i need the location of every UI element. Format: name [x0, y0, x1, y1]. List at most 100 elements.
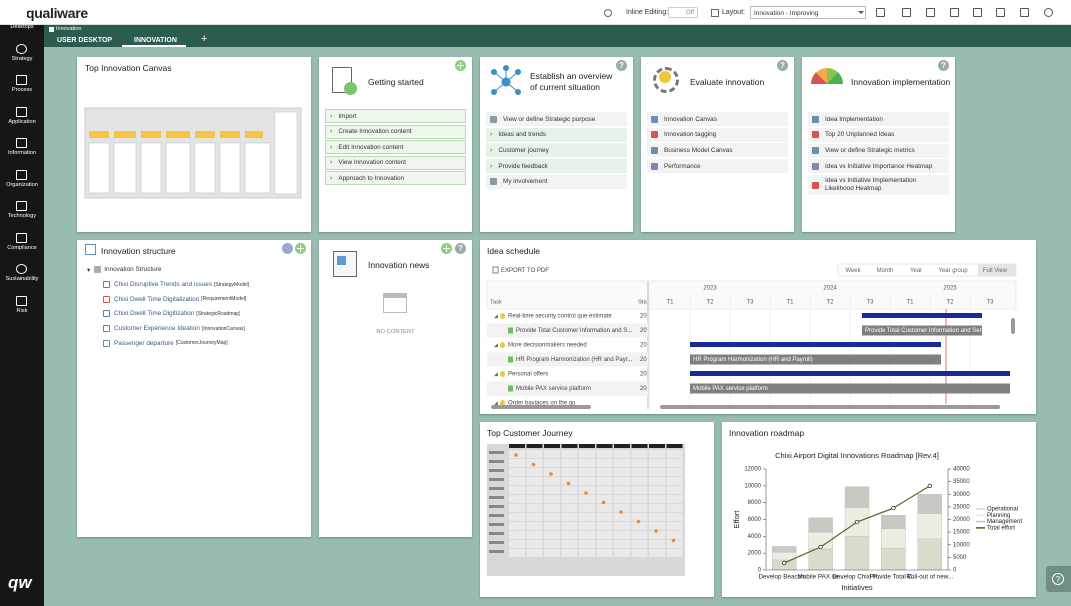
- sidebar-label[interactable]: Compliance: [7, 244, 37, 251]
- add-button[interactable]: [455, 60, 466, 71]
- sidebar-label[interactable]: Sustainability: [5, 276, 39, 282]
- sidebar-label[interactable]: Information: [8, 150, 36, 156]
- sidebar-logo: qw: [8, 573, 32, 592]
- help-button[interactable]: ?: [777, 60, 788, 71]
- link-row[interactable]: Top 20 Unplanned Ideas: [808, 127, 949, 142]
- link-row[interactable]: › Provide feedback: [486, 159, 627, 174]
- add-tab[interactable]: +: [201, 33, 208, 45]
- card-title: Top Innovation Canvas: [85, 63, 172, 73]
- layout-label: Layout:: [722, 9, 745, 16]
- empty-box-icon: [383, 293, 407, 313]
- link-row[interactable]: Idea vs Initiative Importance Heatmap: [808, 159, 949, 174]
- link-label: Edit Innovation content: [338, 143, 404, 151]
- toolbar-icon[interactable]: [902, 8, 911, 17]
- link-row[interactable]: View or define Strategic metrics: [808, 143, 949, 158]
- link-label: Ideas and trends: [498, 131, 546, 139]
- add-icon: [344, 82, 357, 95]
- add-button[interactable]: [441, 243, 452, 254]
- help-button[interactable]: ?: [616, 60, 627, 71]
- link-label: Top 20 Unplanned Ideas: [825, 131, 895, 139]
- sidebar-label[interactable]: Strategy: [11, 55, 33, 62]
- link-label: Customer journey: [498, 146, 549, 154]
- link-row[interactable]: Performance: [647, 159, 788, 174]
- tree-icon: [103, 339, 110, 347]
- toolbar-icon[interactable]: [926, 8, 935, 17]
- settings-icon[interactable]: [604, 9, 612, 17]
- toggle[interactable]: Off: [668, 7, 698, 18]
- tree-icon: [103, 310, 110, 318]
- link-row[interactable]: Business Model Canvas: [647, 143, 788, 158]
- home-icon[interactable]: [49, 27, 54, 32]
- link-label: My involvement: [503, 178, 548, 186]
- link-row[interactable]: Innovation tagging: [647, 127, 788, 142]
- tree-item-type: [StrategyModel]: [214, 281, 250, 288]
- chevron: ›: [490, 146, 493, 154]
- add-button[interactable]: [295, 243, 306, 254]
- help-button[interactable]: ?: [938, 60, 949, 71]
- chevron: ›: [330, 174, 333, 182]
- sidebar-icon: [16, 138, 27, 148]
- link-label: View or define Strategic purpose: [503, 115, 596, 123]
- link-row[interactable]: Idea Implementation: [808, 112, 949, 126]
- link-row[interactable]: My involvement: [486, 174, 627, 189]
- gear-icon: [653, 67, 679, 93]
- sidebar-label[interactable]: Technology: [7, 213, 37, 219]
- chevron: ›: [330, 143, 333, 151]
- link-label: Provide feedback: [498, 162, 548, 170]
- tab[interactable]: USER DESKTOP: [57, 37, 113, 44]
- link-label: Business Model Canvas: [664, 146, 733, 154]
- card: Evaluate innovation ? Innovation Canvas I…: [641, 57, 794, 232]
- help-tab[interactable]: ?: [1046, 566, 1071, 592]
- link-row[interactable]: › View Innovation content: [325, 155, 466, 170]
- tree-item[interactable]: Customer Experience Ideation [InnovationC…: [103, 324, 245, 333]
- tree-item[interactable]: Chixi Dwell Time Digitization [StrategicR…: [103, 309, 240, 318]
- toolbar-icon[interactable]: [996, 8, 1005, 17]
- tree-root[interactable]: ▾ Innovation Structure: [87, 266, 162, 274]
- link-row[interactable]: › Create Innovation content: [325, 124, 466, 139]
- toolbar-icon[interactable]: [876, 8, 885, 17]
- tree-item-name: Chixi Dwell Time Digitization: [114, 310, 195, 318]
- sidebar-label[interactable]: Application: [8, 118, 36, 125]
- card-title: Establish an overview of current situati…: [530, 71, 613, 92]
- link-label: Import: [338, 112, 357, 120]
- link-row[interactable]: › Customer journey: [486, 143, 627, 158]
- toolbar-icon[interactable]: [973, 8, 982, 17]
- sidebar-label[interactable]: Risk: [16, 307, 28, 314]
- refresh-button[interactable]: [282, 243, 293, 254]
- link-row[interactable]: View or define Strategic purpose: [486, 112, 627, 126]
- sidebar-icon: [16, 201, 27, 211]
- gauge-icon: [811, 68, 843, 84]
- link-row[interactable]: Idea vs Initiative Implementation Likeli…: [808, 175, 949, 196]
- sidebar-label[interactable]: Process: [11, 87, 33, 93]
- help-button[interactable]: ?: [455, 243, 466, 254]
- sidebar-icon: [16, 12, 27, 22]
- link-row[interactable]: › Ideas and trends: [486, 127, 627, 142]
- tree-icon: [103, 295, 110, 303]
- tree-item-name: Passenger departure: [114, 339, 174, 347]
- sidebar-icon: [16, 232, 27, 243]
- link-row[interactable]: › Approach to Innovation: [325, 171, 466, 185]
- card-title: Getting started: [368, 77, 424, 87]
- link-row[interactable]: Innovation Canvas: [647, 112, 788, 126]
- link-row[interactable]: › Edit Innovation content: [325, 140, 466, 154]
- toolbar-icon[interactable]: [1044, 8, 1053, 17]
- tree-item-name: Chixi Dwell Time Digitalization: [114, 295, 200, 303]
- layout-dropdown[interactable]: Innovation - Improving: [750, 6, 866, 19]
- breadcrumb[interactable]: Innovation: [56, 26, 82, 32]
- sidebar-label[interactable]: Desktops: [10, 24, 34, 30]
- tree-item[interactable]: Chixi Disruptive Trends and issues [Strat…: [103, 280, 249, 289]
- tab-active[interactable]: INNOVATION: [134, 37, 177, 44]
- link-row[interactable]: › Import: [325, 109, 466, 123]
- sidebar-icon: [16, 43, 27, 54]
- tree-item[interactable]: Chixi Dwell Time Digitalization [Requirem…: [103, 295, 246, 304]
- card: Innovation news ? NO CONTENT: [319, 240, 472, 537]
- sidebar-label[interactable]: Organization: [6, 181, 38, 188]
- tree-item-type: [StrategicRoadmap]: [196, 310, 241, 317]
- toolbar-icon[interactable]: [950, 8, 959, 17]
- toolbar-icon[interactable]: [1020, 8, 1029, 17]
- empty-message: NO CONTENT: [376, 329, 415, 335]
- chevron: ›: [330, 112, 333, 120]
- card-title: Evaluate innovation: [690, 77, 765, 87]
- inline-editing-label: Inline Editing:: [626, 9, 669, 16]
- tree-item[interactable]: Passenger departure [CustomerJourneyMap]: [103, 339, 228, 348]
